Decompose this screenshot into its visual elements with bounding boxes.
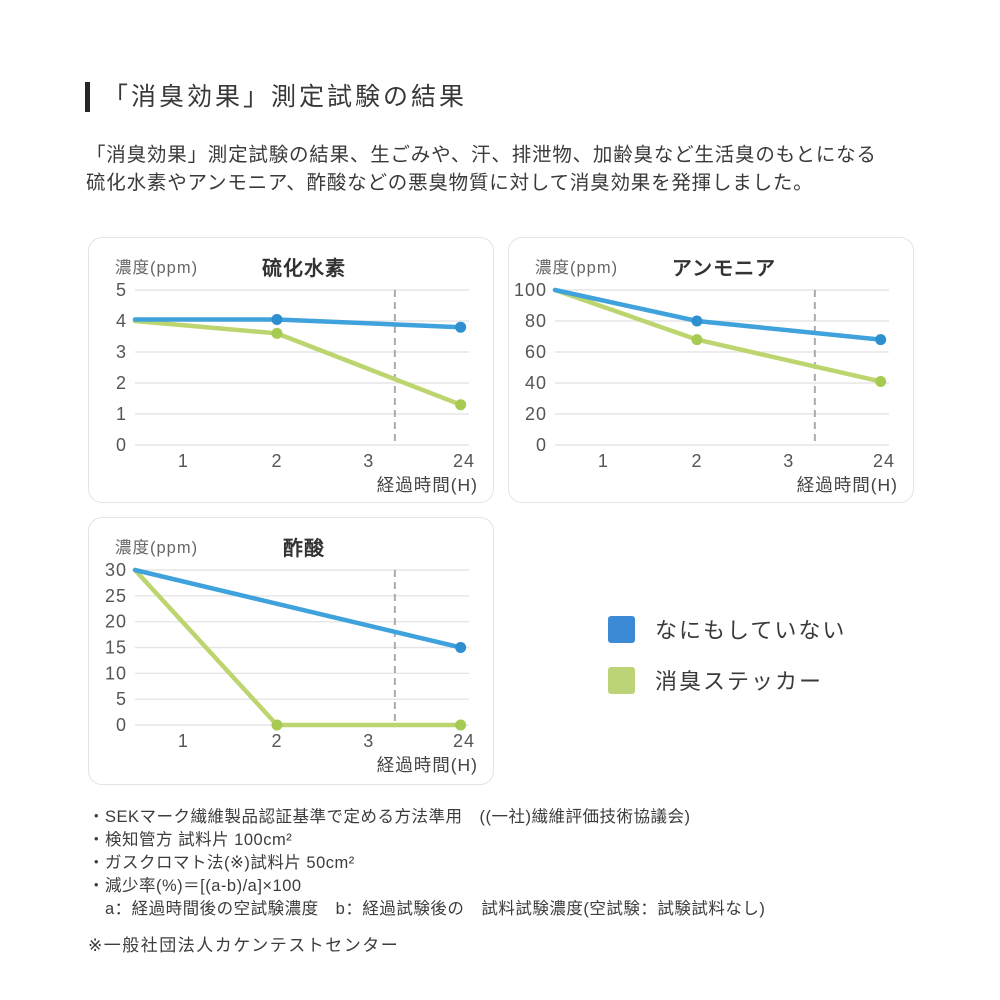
y-tick-label: 5 xyxy=(116,689,127,709)
footnote-line-3: ・ガスクロマト法(※)試料片 50cm² xyxy=(88,854,355,872)
description: 「消臭効果」測定試験の結果、生ごみや、汗、排泄物、加齢臭など生活臭のもとになる … xyxy=(86,142,877,197)
deodorizing-sticker-swatch xyxy=(608,666,635,694)
data-point-deodorizing-sticker-24h xyxy=(455,399,467,411)
x-axis-label: 経過時間(H) xyxy=(377,755,478,775)
x-tick-label: 3 xyxy=(363,731,374,751)
y-tick-label: 100 xyxy=(514,280,547,300)
title-accent-bar xyxy=(85,82,90,112)
series-line-control xyxy=(132,567,463,650)
description-line-2: 硫化水素やアンモニア、酢酸などの悪臭物質に対して消臭効果を発揮しました。 xyxy=(86,171,814,194)
acetic-acid-chart-card: 濃度(ppm) 酢酸 30 25 20 15 10 5 0 1 2 3 24 経過時間(H) xyxy=(88,517,494,785)
data-point-deodorizing-sticker-2h xyxy=(691,334,703,346)
y-tick-label: 80 xyxy=(525,311,547,331)
data-point-control-24h xyxy=(875,334,887,346)
footnote-line-5: a：経過時間後の空試験濃度 b：経過試験後の 試料試験濃度(空試験：試験試料なし… xyxy=(88,900,766,918)
charts-area: 濃度(ppm) 硫化水素 5 4 3 2 1 0 1 2 3 24 経過時間(H) 濃度(ppm) アンモ… xyxy=(88,237,918,789)
final-note: ※一般社団法人カケンテストセンター xyxy=(88,936,400,955)
footnote-line-1: ・SEKマーク繊維製品認証基準で定める方法準用 ((一社)繊維評価技術協議会) xyxy=(88,808,691,826)
footnote-line-4: ・減少率(%)＝[(a-b)/a]×100 xyxy=(88,877,302,895)
y-tick-label: 2 xyxy=(116,373,127,393)
description-line-1: 「消臭効果」測定試験の結果、生ごみや、汗、排泄物、加齢臭など生活臭のもとになる xyxy=(86,144,877,166)
data-point-deodorizing-sticker-24h xyxy=(455,719,467,731)
y-tick-label: 4 xyxy=(116,311,127,331)
hydrogen-sulfide-chart: 濃度(ppm) 硫化水素 5 4 3 2 1 0 1 2 3 24 経過時間(H) xyxy=(115,256,478,495)
legend-label-control: なにもしていない xyxy=(655,618,847,643)
y-tick-label: 20 xyxy=(525,404,547,424)
y-tick-label: 10 xyxy=(105,663,127,683)
y-tick-label: 30 xyxy=(105,560,127,580)
x-axis-label: 経過時間(H) xyxy=(377,475,478,495)
x-tick-label: 2 xyxy=(271,731,282,751)
y-tick-label: 5 xyxy=(116,280,127,300)
x-tick-label: 24 xyxy=(453,451,475,471)
y-tick-label: 3 xyxy=(116,342,127,362)
data-point-control-2h xyxy=(271,313,283,325)
legend-item-control: なにもしていない xyxy=(608,613,846,645)
footnotes: ・SEKマーク繊維製品認証基準で定める方法準用 ((一社)繊維評価技術協議会) … xyxy=(88,806,765,921)
hydrogen-sulfide-chart-card: 濃度(ppm) 硫化水素 5 4 3 2 1 0 1 2 3 24 経過時間(H) xyxy=(88,237,494,503)
x-tick-label: 2 xyxy=(271,451,282,471)
data-point-control-24h xyxy=(455,321,467,333)
legend-item-deodorizing-sticker: 消臭ステッカー xyxy=(608,664,846,696)
x-axis-label: 経過時間(H) xyxy=(797,475,898,495)
ammonia-chart: 濃度(ppm) アンモニア 100 80 60 40 20 0 1 2 3 24 経過時間(H) xyxy=(514,258,898,495)
series-line-deodorizing-sticker xyxy=(132,318,463,407)
y-tick-label: 0 xyxy=(116,715,127,735)
chart-title: 酢酸 xyxy=(283,536,325,560)
x-tick-label: 2 xyxy=(691,451,702,471)
series-line-control xyxy=(552,287,883,342)
x-tick-label: 1 xyxy=(178,731,189,751)
y-tick-label: 25 xyxy=(105,586,127,606)
y-axis-unit-label: 濃度(ppm) xyxy=(115,538,198,557)
y-tick-label: 40 xyxy=(525,373,547,393)
x-tick-label: 24 xyxy=(873,451,895,471)
footnote-line-2: ・検知管方 試料片 100cm² xyxy=(88,831,293,849)
data-point-deodorizing-sticker-24h xyxy=(875,375,887,387)
page-header: 「消臭効果」測定試験の結果 xyxy=(85,82,467,112)
data-point-deodorizing-sticker-2h xyxy=(271,719,283,731)
x-tick-label: 1 xyxy=(178,451,189,471)
x-tick-label: 3 xyxy=(783,451,794,471)
chart-title: アンモニア xyxy=(672,258,776,280)
ammonia-chart-card: 濃度(ppm) アンモニア 100 80 60 40 20 0 1 2 3 24 経過時間(H) xyxy=(508,237,914,503)
chart-title: 硫化水素 xyxy=(262,256,346,280)
y-tick-label: 0 xyxy=(536,435,547,455)
x-tick-label: 1 xyxy=(598,451,609,471)
y-tick-label: 60 xyxy=(525,342,547,362)
x-tick-label: 3 xyxy=(363,451,374,471)
y-tick-label: 20 xyxy=(105,612,127,632)
control-swatch xyxy=(608,615,635,643)
chart-legend: なにもしていない 消臭ステッカー xyxy=(608,613,846,696)
y-tick-label: 1 xyxy=(116,404,127,424)
legend-label-deodorizing-sticker: 消臭ステッカー xyxy=(655,669,824,694)
data-point-deodorizing-sticker-2h xyxy=(271,327,283,339)
x-tick-label: 24 xyxy=(453,731,475,751)
y-axis-unit-label: 濃度(ppm) xyxy=(115,258,198,277)
page-title: 「消臭効果」測定試験の結果 xyxy=(103,82,468,111)
data-point-control-24h xyxy=(455,642,467,653)
y-tick-label: 15 xyxy=(105,638,127,658)
data-point-control-2h xyxy=(691,315,703,327)
y-tick-label: 0 xyxy=(116,435,127,455)
y-axis-unit-label: 濃度(ppm) xyxy=(535,258,618,277)
acetic-acid-chart: 濃度(ppm) 酢酸 30 25 20 15 10 5 0 1 2 3 24 経過時間(H) xyxy=(105,536,478,775)
